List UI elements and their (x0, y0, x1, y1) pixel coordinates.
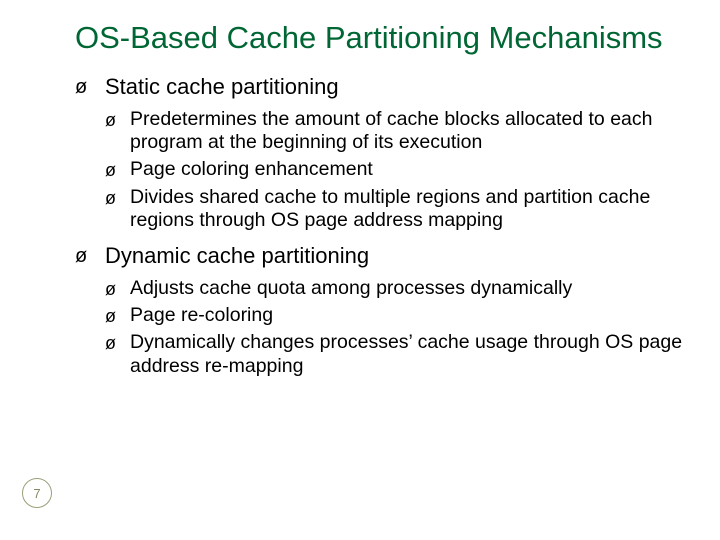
section-heading-dynamic: Dynamic cache partitioning (75, 243, 690, 269)
bullet-item: Adjusts cache quota among processes dyna… (105, 277, 690, 300)
bullet-item: Dynamically changes processes’ cache usa… (105, 331, 690, 378)
section-heading-static: Static cache partitioning (75, 74, 690, 100)
slide: OS-Based Cache Partitioning Mechanisms S… (0, 0, 720, 540)
bullet-item: Divides shared cache to multiple regions… (105, 186, 690, 233)
bullet-item: Page coloring enhancement (105, 158, 690, 181)
page-number: 7 (33, 486, 40, 501)
slide-title: OS-Based Cache Partitioning Mechanisms (75, 20, 690, 56)
page-number-badge: 7 (22, 478, 52, 508)
bullet-item: Predetermines the amount of cache blocks… (105, 108, 690, 155)
bullet-item: Page re-coloring (105, 304, 690, 327)
